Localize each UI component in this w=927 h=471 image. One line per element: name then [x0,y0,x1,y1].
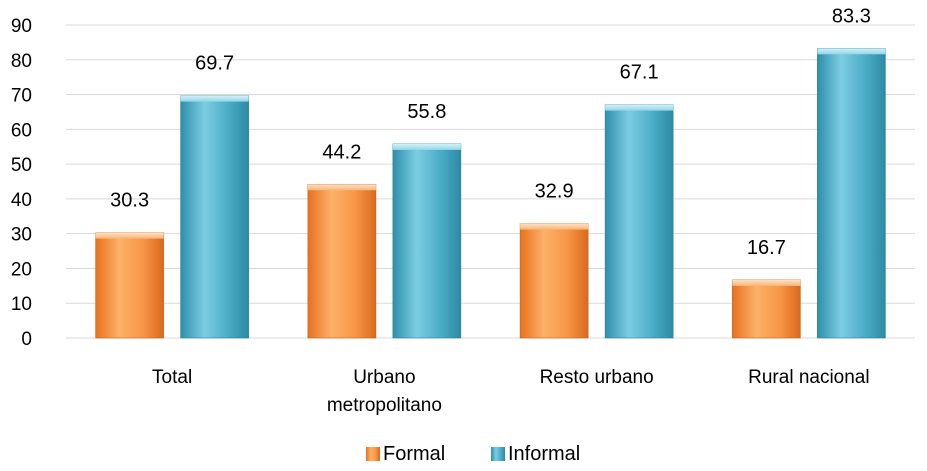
data-label: 44.2 [322,141,361,163]
y-tick-label: 0 [21,329,32,350]
y-tick-label: 20 [11,259,32,280]
bar-informal-2 [604,104,674,339]
x-category-label: Urbano metropolitano [327,367,442,416]
bar-informal-1 [392,143,462,339]
bar-body [817,48,886,339]
bar-cap [307,184,376,191]
bar-cap [817,48,886,55]
data-label: 67.1 [620,62,659,84]
bar-body [732,279,801,339]
bar-formal-2 [519,223,589,339]
y-tick-label: 50 [11,155,32,176]
data-labels: 30.3 69.7 44.2 55.8 32.9 67.1 16.7 83.3 [110,5,871,259]
y-tick-label: 60 [11,120,32,141]
x-category-label: Rural nacional [748,367,869,388]
y-tick-label: 70 [11,86,32,107]
bar-formal-0 [95,232,164,339]
bar-body [95,232,164,339]
legend-label: Formal [383,443,445,465]
legend: Formal Informal [366,443,580,465]
data-label: 30.3 [110,190,149,212]
bar-body [392,143,462,339]
y-tick-label: 30 [11,225,32,246]
y-tick-label: 90 [11,16,32,37]
x-category-label: Total [152,367,192,388]
bar-formal-1 [307,183,377,339]
y-axis: 0 10 20 30 40 50 60 70 80 90 [11,16,32,350]
x-axis: Total Urbano metropolitano Resto urbano Rura… [152,367,870,416]
bar-body [307,183,377,339]
y-tick-label: 10 [11,294,32,315]
data-label: 83.3 [832,5,871,27]
y-tick-label: 40 [11,190,32,211]
x-category-label: Resto urbano [540,367,654,388]
bar-cap [732,279,801,286]
bar-cap [520,223,589,230]
data-label: 55.8 [407,101,446,123]
bar-informal-3 [817,48,886,339]
bar-body [604,104,674,339]
bar-cap [180,95,249,102]
bar-cap [95,232,164,239]
legend-swatch [491,447,505,461]
bar-body [519,223,589,339]
legend-item-formal: Formal [366,443,445,465]
legend-label: Informal [508,443,580,465]
legend-swatch [366,447,380,461]
bars [95,48,886,339]
bar-informal-0 [180,95,249,339]
bar-cap [392,143,461,150]
bar-formal-3 [732,279,801,339]
y-tick-label: 80 [11,51,32,72]
data-label: 32.9 [535,181,574,203]
bar-body [180,95,249,339]
bar-cap [605,104,674,111]
data-label: 69.7 [195,53,234,75]
data-label: 16.7 [747,237,786,259]
legend-item-informal: Informal [491,443,580,465]
